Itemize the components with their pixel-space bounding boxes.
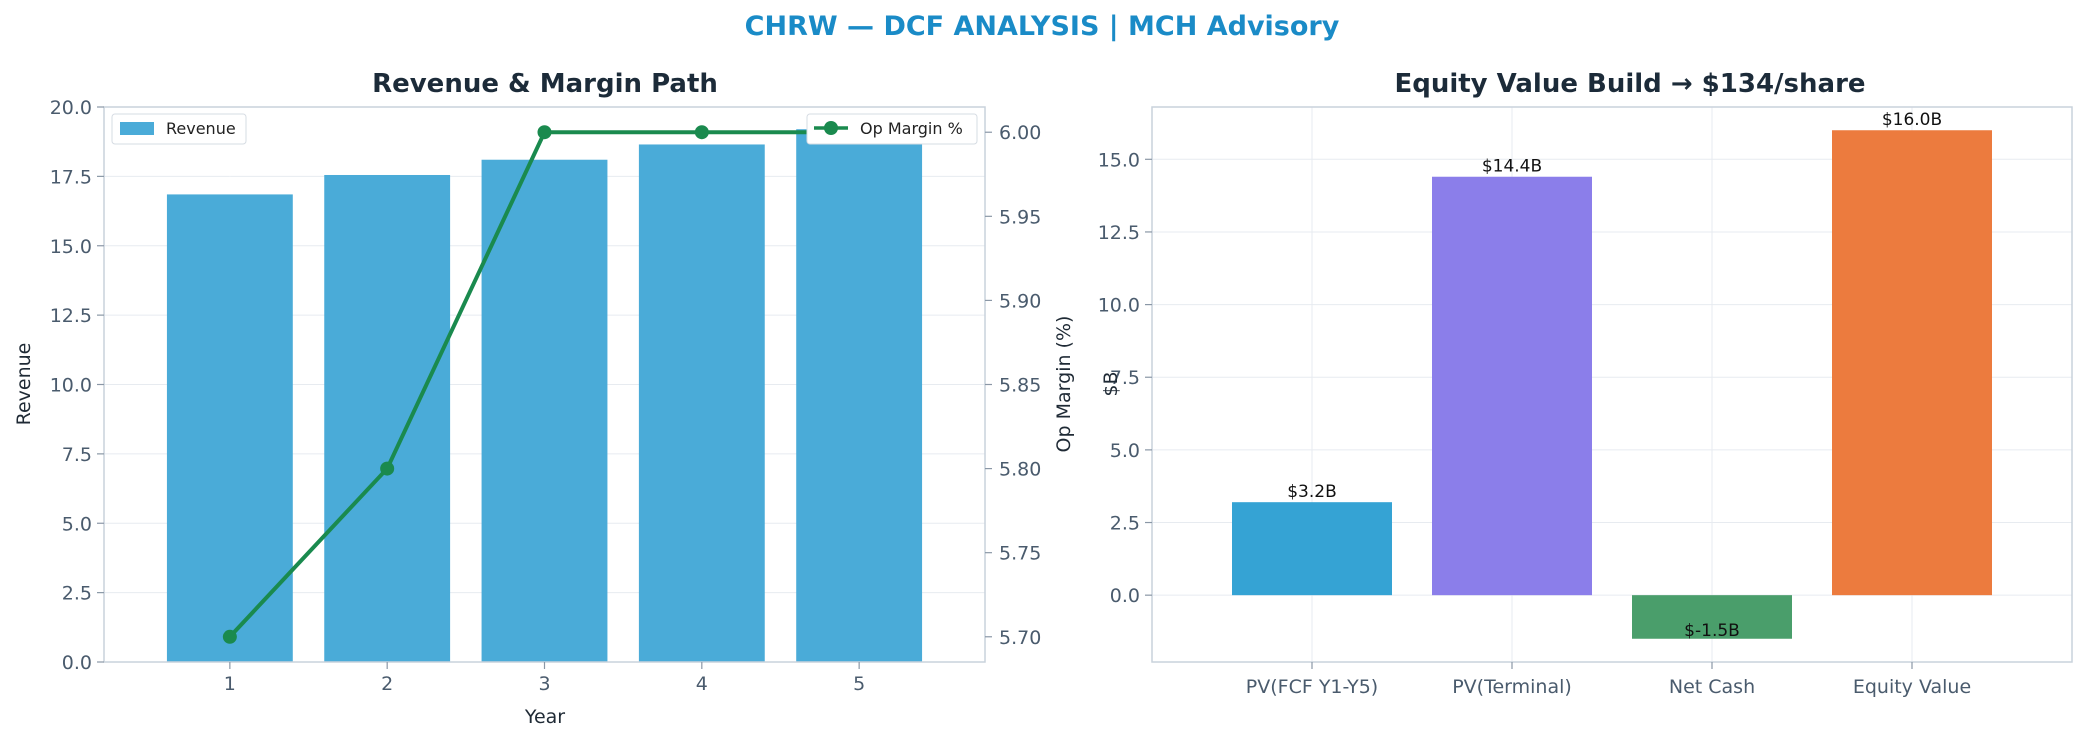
op-margin-point xyxy=(380,461,395,476)
right-ytick-label: 10.0 xyxy=(1098,295,1140,317)
op-margin-point xyxy=(222,629,237,644)
revenue-chart-title: Revenue & Margin Path xyxy=(372,69,718,99)
left-xtick-label: 5 xyxy=(853,673,865,695)
right-xtick-label: Net Cash xyxy=(1669,676,1755,698)
op-margin-legend-marker xyxy=(824,121,838,135)
left-xtick-label: 3 xyxy=(538,673,550,695)
left-axes: 0.0 2.5 5.0 7.5 10.0 12.5 15.0 17.5 20.0 5.70 5.75… xyxy=(50,97,1042,695)
left-ytick-label: 10.0 xyxy=(50,375,92,397)
right-ytick-label: 15.0 xyxy=(1098,149,1140,171)
right-ylabel: $B xyxy=(1100,371,1122,396)
right-axes: 0.0 2.5 5.0 7.5 10.0 12.5 15.0 PV(FCF Y1-Y5) PV(… xyxy=(1098,106,2073,698)
revenue-margin-chart: Revenue & Margin Path 0.02.55.07.510.012… xyxy=(13,69,1075,728)
equity-bar xyxy=(1432,176,1592,596)
right-xtick-label: PV(FCF Y1-Y5) xyxy=(1246,676,1378,698)
revenue-legend-swatch xyxy=(120,122,154,135)
equity-bar xyxy=(1632,595,1792,639)
left-ytick-label: 12.5 xyxy=(50,305,92,327)
equity-bars: $3.2B $14.4B $-1.5B $16.0B xyxy=(1232,110,1992,641)
figure-suptitle: CHRW — DCF ANALYSIS | MCH Advisory xyxy=(745,11,1340,42)
equity-bar-value-label: $14.4B xyxy=(1482,157,1542,177)
right-xtick-label: Equity Value xyxy=(1853,676,1971,698)
left-xtick-label: 4 xyxy=(696,673,708,695)
op-margin-point xyxy=(537,125,552,140)
right-ytick-label: 12.5 xyxy=(1098,222,1140,244)
left-ytick-label: 5.0 xyxy=(62,513,92,535)
left-xlabel: Year xyxy=(524,706,565,728)
equity-bar xyxy=(1232,502,1392,596)
left-y2label: Op Margin (%) xyxy=(1053,316,1075,453)
right-ytick-label: 7.5 xyxy=(1110,367,1140,389)
left-y2tick-label: 5.75 xyxy=(999,543,1041,565)
op-margin-legend-label: Op Margin % xyxy=(860,119,963,138)
right-ytick-label: 0.0 xyxy=(1110,585,1140,607)
revenue-bar xyxy=(638,144,765,662)
left-xtick-label: 2 xyxy=(381,673,393,695)
revenue-bars xyxy=(166,129,923,663)
left-ylabel: Revenue xyxy=(13,343,35,426)
right-plot-frame xyxy=(1151,106,2073,663)
left-ytick-label: 7.5 xyxy=(62,444,92,466)
left-y2tick-label: 6.00 xyxy=(999,122,1041,144)
equity-bar-value-label: $3.2B xyxy=(1287,482,1337,502)
revenue-bar xyxy=(796,129,923,662)
left-y2tick-label: 5.95 xyxy=(999,206,1041,228)
op-margin-legend: Op Margin % xyxy=(806,113,978,145)
op-margin-point xyxy=(694,125,709,140)
right-ytick-label: 2.5 xyxy=(1110,513,1140,535)
equity-value-build-chart: Equity Value Build → $134/share $3.2B $14… xyxy=(1098,69,2073,698)
revenue-legend-label: Revenue xyxy=(166,119,236,138)
left-y2tick-label: 5.80 xyxy=(999,459,1041,481)
right-xtick-label: PV(Terminal) xyxy=(1452,676,1572,698)
left-ytick-label: 2.5 xyxy=(62,583,92,605)
right-ytick-label: 5.0 xyxy=(1110,440,1140,462)
left-y2tick-label: 5.90 xyxy=(999,290,1041,312)
left-ytick-label: 20.0 xyxy=(50,97,92,119)
revenue-bar xyxy=(324,174,451,663)
revenue-bar xyxy=(481,159,608,662)
left-y2tick-label: 5.85 xyxy=(999,375,1041,397)
revenue-legend: Revenue xyxy=(111,113,247,145)
revenue-bar xyxy=(166,194,293,662)
left-y2tick-label: 5.70 xyxy=(999,627,1041,649)
left-ytick-label: 17.5 xyxy=(50,166,92,188)
equity-bar-value-label: $16.0B xyxy=(1882,110,1942,130)
left-xtick-label: 1 xyxy=(224,673,236,695)
left-ytick-label: 0.0 xyxy=(62,652,92,674)
equity-bar-value-label: $-1.5B xyxy=(1684,621,1740,641)
left-ytick-label: 15.0 xyxy=(50,236,92,258)
equity-bar xyxy=(1832,130,1992,596)
equity-chart-title: Equity Value Build → $134/share xyxy=(1394,69,1865,99)
